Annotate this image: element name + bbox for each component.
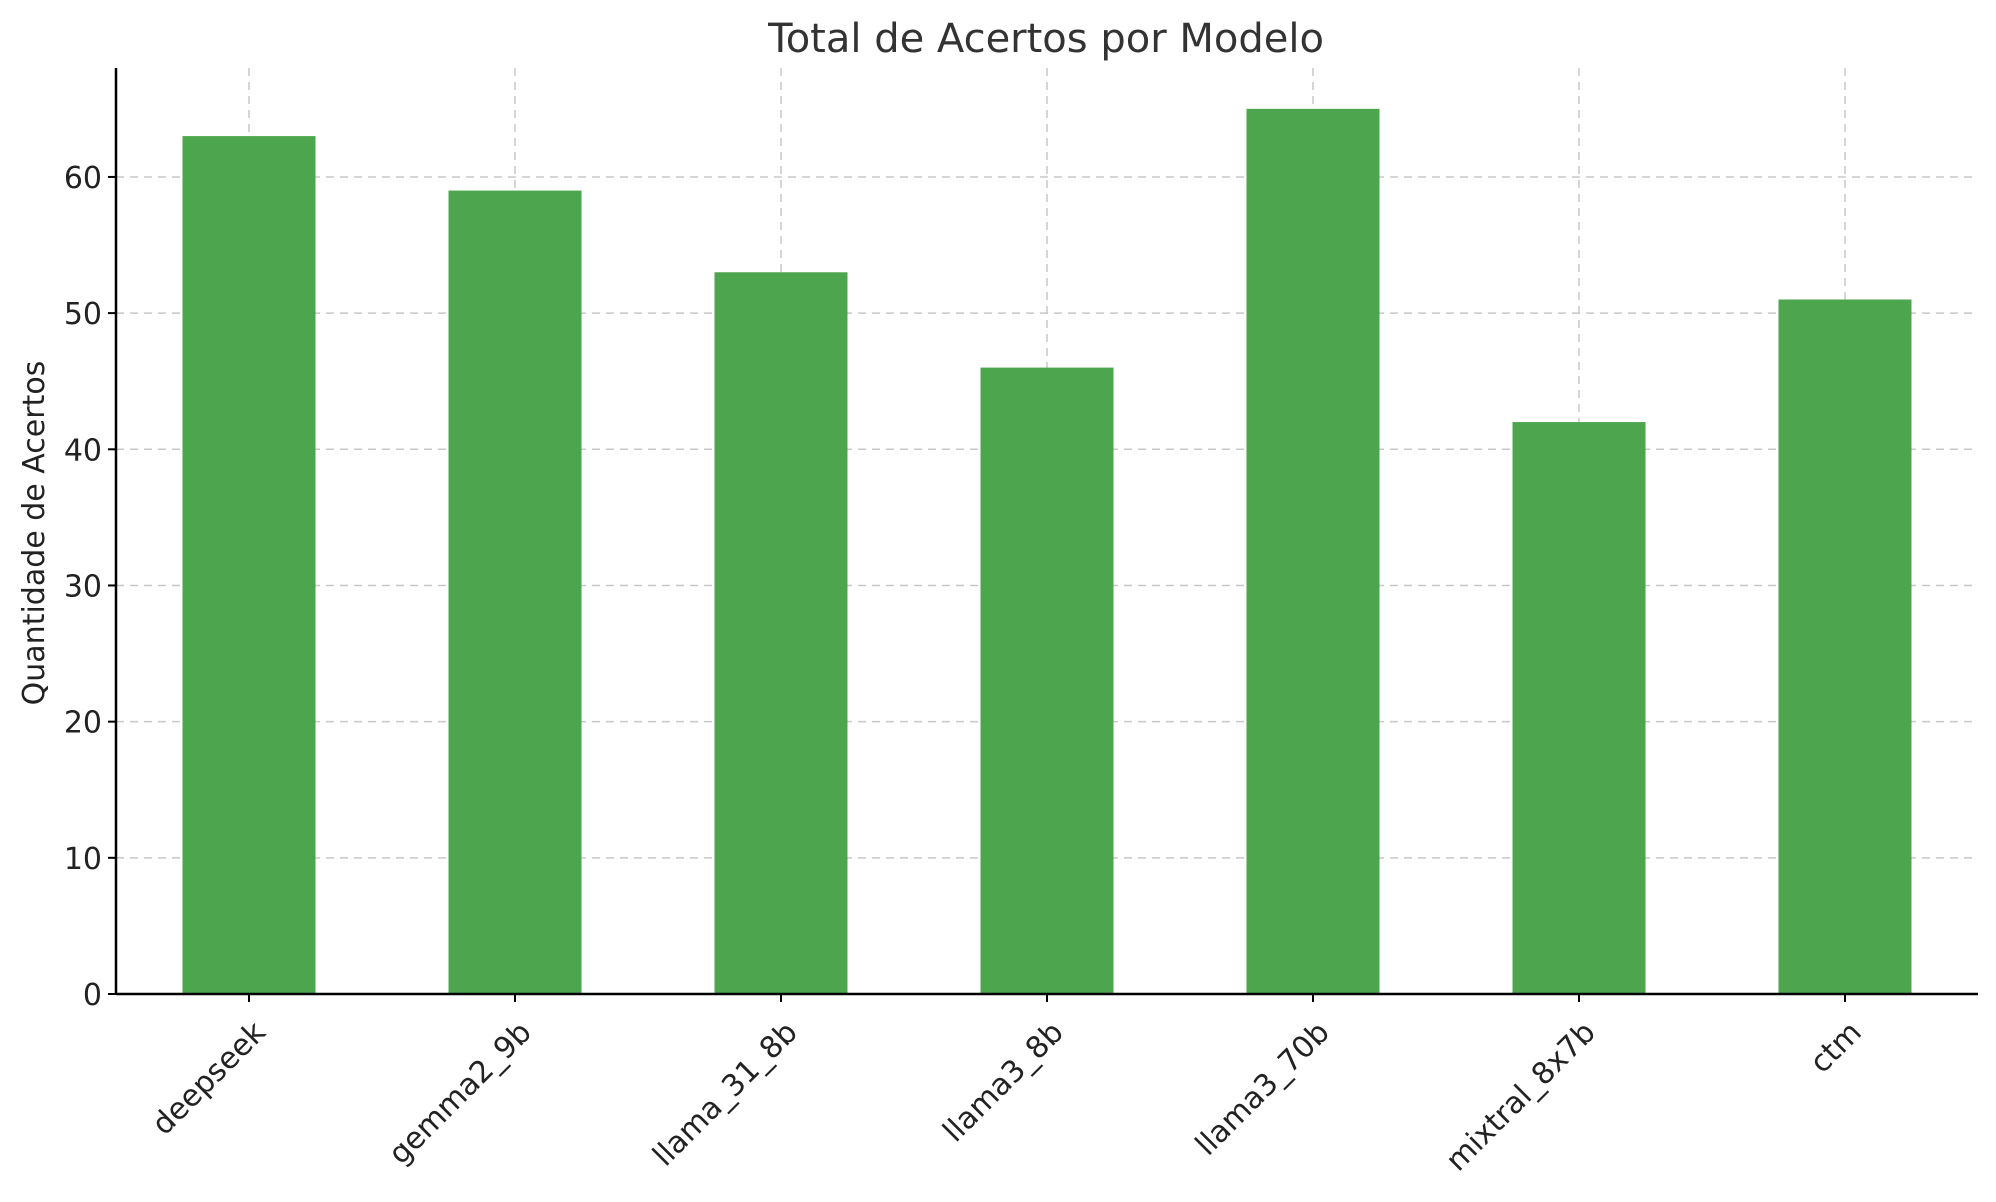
y-tick-label: 60: [64, 161, 102, 196]
y-tick-label: 0: [83, 978, 102, 1013]
x-tick-label: deepseek: [145, 1014, 273, 1142]
y-tick-label: 10: [64, 842, 102, 877]
y-tick-label: 40: [64, 433, 102, 468]
x-tick-label: llama3_8b: [936, 1015, 1070, 1149]
bar-deepseek: [182, 136, 316, 994]
y-tick-label: 50: [64, 297, 102, 332]
bar-llama3_70b: [1246, 108, 1380, 994]
bar-llama3_8b: [980, 367, 1114, 994]
y-tick-label: 30: [64, 569, 102, 604]
y-tick-label: 20: [64, 706, 102, 741]
y-axis-label: Quantidade de Acertos: [17, 361, 52, 706]
bars: [182, 108, 1912, 994]
bar-ctm: [1778, 299, 1912, 994]
bar-gemma2_9b: [448, 190, 582, 994]
x-tick-label: gemma2_9b: [382, 1015, 539, 1172]
x-axis-ticks: deepseek gemma2_9b llama_31_8b llama3_8b lla…: [145, 994, 1869, 1178]
x-tick-label: llama3_70b: [1189, 1015, 1337, 1163]
bar-mixtral_8x7b: [1512, 422, 1646, 994]
x-tick-label: llama_31_8b: [646, 1015, 804, 1173]
chart-title: Total de Acertos por Modelo: [767, 16, 1324, 62]
x-tick-label: mixtral_8x7b: [1439, 1015, 1602, 1178]
x-tick-label: ctm: [1803, 1015, 1868, 1080]
y-axis-ticks: 0 10 20 30 40 50 60: [64, 161, 116, 1013]
bar-llama_31_8b: [714, 272, 848, 994]
